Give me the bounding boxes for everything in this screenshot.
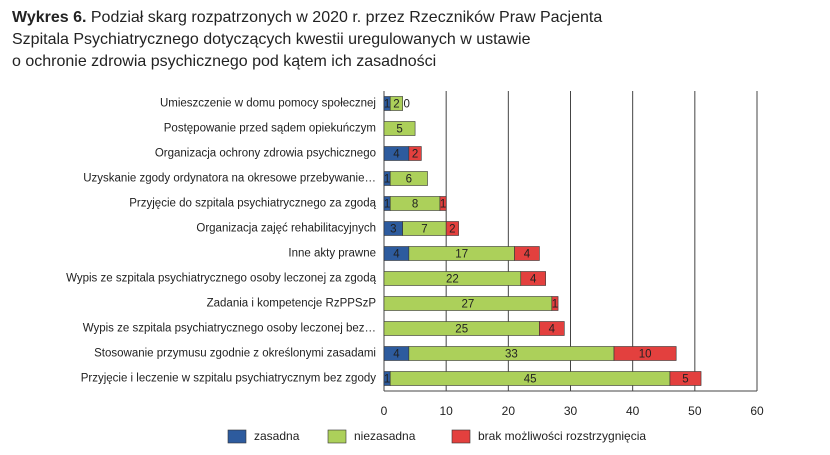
y-tick-label: Organizacja ochrony zdrowia psychicznego (155, 148, 376, 160)
legend-swatch (327, 429, 347, 444)
value-label: 4 (549, 324, 556, 336)
value-label: 2 (393, 99, 399, 111)
value-label: 7 (421, 224, 427, 236)
value-label: 1 (552, 299, 558, 311)
x-tick-label: 20 (502, 404, 516, 418)
value-label: 3 (390, 224, 396, 236)
value-label: 45 (524, 374, 537, 386)
bar-segment (514, 246, 540, 261)
value-label: 4 (530, 274, 537, 286)
legend-label: zasadna (254, 429, 300, 443)
value-label: 4 (393, 249, 400, 261)
value-label: 4 (524, 249, 531, 261)
bar-segment (539, 321, 565, 336)
bar-segment (389, 96, 403, 111)
title-line: Podział skarg rozpatrzonych w 2020 r. pr… (91, 9, 602, 26)
legend-label: brak możliwości rozstrzygnięcia (478, 429, 646, 443)
x-tick-label: 10 (439, 404, 453, 418)
value-label: 8 (412, 199, 418, 211)
y-tick-label: Postępowanie przed sądem opiekuńczym (164, 123, 376, 135)
value-label: 1 (384, 174, 390, 186)
bar-segment (445, 221, 459, 236)
chart-title: Wykres 6. Podział skarg rozpatrzonych w … (12, 9, 602, 26)
y-tick-label: Wypis ze szpitala psychiatrycznego osoby… (83, 323, 376, 335)
bar-segment (439, 196, 447, 211)
bar-segment (520, 271, 546, 286)
y-tick-label: Uzyskanie zgody ordynatora na okresowe p… (83, 173, 376, 185)
bar-segment (669, 371, 702, 386)
y-tick-label: Umieszczenie w domu pomocy społecznej (160, 98, 376, 110)
x-tick-label: 40 (626, 404, 640, 418)
x-tick-label: 30 (564, 404, 578, 418)
value-label: 22 (446, 274, 459, 286)
legend-label: niezasadna (354, 429, 416, 443)
y-tick-label: Zadania i kompetencje RzPPSzP (207, 298, 377, 310)
title-line: Szpitala Psychiatrycznego dotyczących kw… (12, 31, 531, 48)
y-tick-label: Przyjęcie i leczenie w szpitalu psychiat… (81, 373, 377, 385)
title-label: Wykres 6. (12, 9, 86, 26)
value-label: 5 (682, 374, 688, 386)
value-label: 5 (396, 124, 402, 136)
value-label: 10 (639, 349, 652, 361)
value-label: 17 (455, 249, 468, 261)
value-label: 0 (403, 99, 409, 111)
value-label: 2 (449, 224, 455, 236)
value-label: 4 (393, 149, 400, 161)
value-label: 27 (462, 299, 475, 311)
bar-segment (383, 121, 416, 136)
value-label: 1 (384, 199, 390, 211)
legend-swatch (451, 429, 471, 444)
y-tick-label: Organizacja zajęć rehabilitacyjnych (196, 223, 376, 235)
title-line: o ochronie zdrowia psychicznego pod kąte… (12, 53, 436, 70)
y-tick-label: Wypis ze szpitala psychiatrycznego osoby… (66, 273, 377, 285)
x-tick-label: 0 (381, 404, 388, 418)
value-label: 1 (384, 374, 390, 386)
value-label: 6 (406, 174, 412, 186)
bar-segment (389, 171, 428, 186)
value-label: 1 (440, 199, 446, 211)
y-tick-label: Stosowanie przymusu zgodnie z określonym… (94, 348, 376, 360)
bar-segment (408, 146, 422, 161)
y-tick-label: Inne akty prawne (288, 248, 376, 260)
legend-swatch (227, 429, 247, 444)
value-label: 4 (393, 349, 400, 361)
value-label: 1 (384, 99, 390, 111)
x-tick-label: 60 (750, 404, 764, 418)
x-tick-label: 50 (688, 404, 702, 418)
y-tick-label: Przyjęcie do szpitala psychiatrycznego z… (129, 198, 376, 210)
value-label: 2 (412, 149, 418, 161)
value-label: 33 (505, 349, 518, 361)
bar-segment (551, 296, 559, 311)
bar-segment (613, 346, 677, 361)
value-label: 25 (455, 324, 468, 336)
